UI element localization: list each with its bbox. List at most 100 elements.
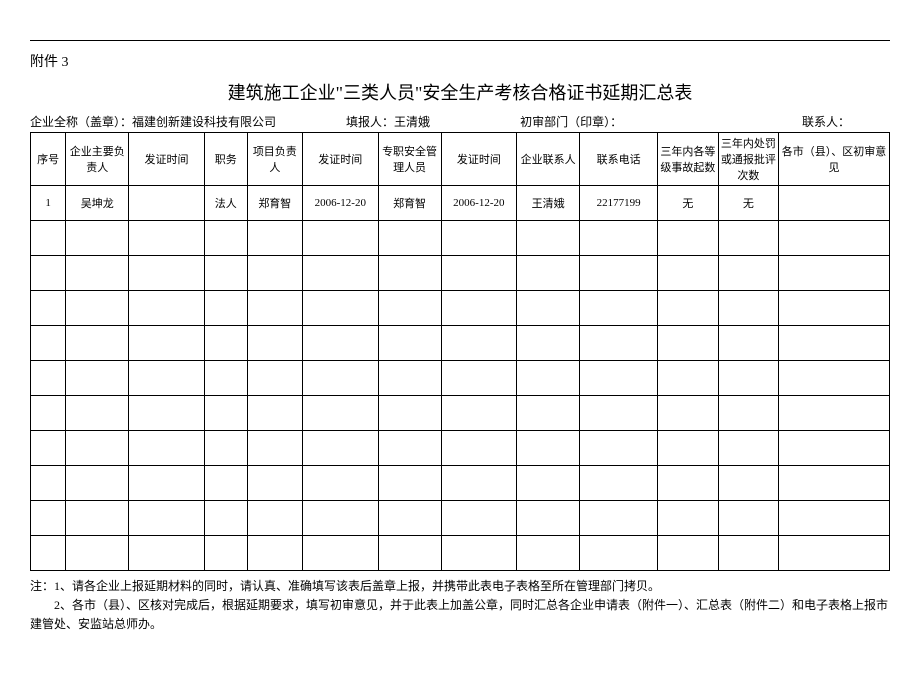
company-value: 福建创新建设科技有限公司 [132, 113, 276, 130]
header-penalty: 三年内处罚或通报批评次数 [718, 133, 778, 186]
header-accident: 三年内各等级事故起数 [658, 133, 718, 186]
cell-empty [31, 291, 66, 326]
cell-empty [779, 466, 890, 501]
table-row-empty [31, 536, 890, 571]
cell-empty [658, 501, 718, 536]
cell-empty [580, 361, 658, 396]
cell-empty [718, 536, 778, 571]
cell-empty [31, 221, 66, 256]
cell-empty [378, 396, 441, 431]
cell-seq: 1 [31, 186, 66, 221]
cell-empty [247, 536, 302, 571]
cell-empty [303, 431, 379, 466]
cell-empty [204, 326, 247, 361]
cell-empty [580, 396, 658, 431]
document-title: 建筑施工企业"三类人员"安全生产考核合格证书延期汇总表 [30, 79, 890, 105]
cell-contact_person: 王清娥 [517, 186, 580, 221]
cell-empty [580, 221, 658, 256]
cell-empty [718, 256, 778, 291]
header-seq: 序号 [31, 133, 66, 186]
cell-empty [441, 466, 517, 501]
header-safety-person: 专职安全管理人员 [378, 133, 441, 186]
cell-empty [303, 361, 379, 396]
cell-empty [441, 256, 517, 291]
cell-empty [779, 256, 890, 291]
cell-empty [204, 466, 247, 501]
cell-empty [66, 396, 129, 431]
cell-empty [204, 221, 247, 256]
cell-empty [580, 291, 658, 326]
cell-empty [517, 291, 580, 326]
cell-empty [31, 361, 66, 396]
cell-empty [580, 256, 658, 291]
filler-label: 填报人： [346, 113, 394, 130]
cell-empty [580, 501, 658, 536]
cell-empty [129, 291, 205, 326]
cell-empty [580, 466, 658, 501]
cell-empty [129, 536, 205, 571]
cell-empty [378, 326, 441, 361]
cell-empty [31, 466, 66, 501]
cell-empty [31, 396, 66, 431]
cell-empty [779, 291, 890, 326]
cell-empty [378, 501, 441, 536]
summary-table: 序号 企业主要负责人 发证时间 职务 项目负责人 发证时间 专职安全管理人员 发… [30, 132, 890, 571]
header-issue-time1: 发证时间 [129, 133, 205, 186]
cell-empty [378, 466, 441, 501]
cell-empty [66, 501, 129, 536]
cell-empty [129, 466, 205, 501]
cell-empty [779, 536, 890, 571]
cell-empty [658, 221, 718, 256]
cell-empty [247, 326, 302, 361]
cell-empty [378, 221, 441, 256]
cell-empty [580, 326, 658, 361]
cell-empty [303, 221, 379, 256]
cell-empty [129, 326, 205, 361]
cell-empty [31, 431, 66, 466]
cell-issue_time2: 2006-12-20 [303, 186, 379, 221]
cell-empty [517, 361, 580, 396]
cell-empty [517, 396, 580, 431]
cell-empty [580, 536, 658, 571]
cell-job: 法人 [204, 186, 247, 221]
cell-empty [517, 326, 580, 361]
cell-empty [66, 326, 129, 361]
table-row-empty [31, 396, 890, 431]
cell-empty [247, 501, 302, 536]
cell-empty [247, 431, 302, 466]
cell-empty [517, 256, 580, 291]
cell-empty [66, 256, 129, 291]
header-job: 职务 [204, 133, 247, 186]
cell-empty [718, 326, 778, 361]
cell-empty [204, 501, 247, 536]
header-contact-person: 企业联系人 [517, 133, 580, 186]
cell-issue_time1 [129, 186, 205, 221]
contact-label: 联系人： [802, 113, 850, 130]
cell-empty [517, 536, 580, 571]
cell-empty [303, 256, 379, 291]
cell-empty [779, 431, 890, 466]
cell-empty [658, 326, 718, 361]
cell-empty [658, 291, 718, 326]
cell-empty [204, 361, 247, 396]
header-proj-person: 项目负责人 [247, 133, 302, 186]
cell-empty [303, 396, 379, 431]
cell-empty [247, 396, 302, 431]
cell-empty [718, 221, 778, 256]
header-issue-time2: 发证时间 [303, 133, 379, 186]
info-row: 企业全称（盖章）： 福建创新建设科技有限公司 填报人： 王清娥 初审部门（印章）… [30, 113, 890, 130]
cell-empty [441, 396, 517, 431]
cell-empty [779, 501, 890, 536]
cell-empty [303, 501, 379, 536]
filler-value: 王清娥 [394, 113, 430, 130]
cell-empty [658, 466, 718, 501]
cell-penalty_count: 无 [718, 186, 778, 221]
cell-empty [779, 221, 890, 256]
cell-empty [66, 536, 129, 571]
cell-empty [303, 466, 379, 501]
attachment-label: 附件 3 [30, 51, 890, 71]
cell-empty [441, 291, 517, 326]
cell-empty [441, 221, 517, 256]
cell-empty [129, 431, 205, 466]
table-body: 1吴坤龙法人郑育智2006-12-20郑育智2006-12-20王清娥22177… [31, 186, 890, 571]
